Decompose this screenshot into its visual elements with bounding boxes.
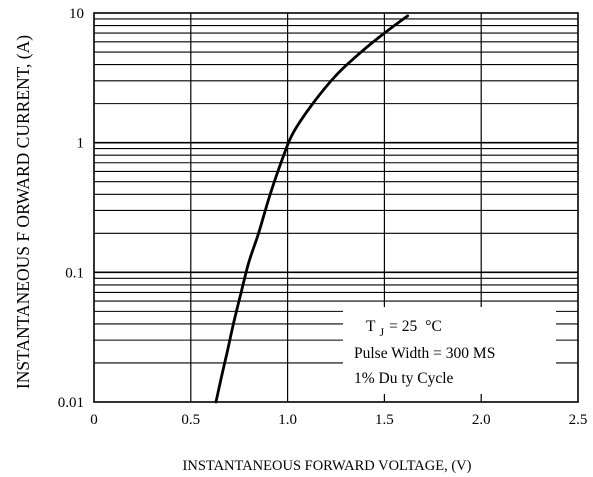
legend-pulse-width: Pulse Width = 300 MS [354,345,495,362]
y-tick-label: 0.01 [58,395,84,411]
y-tick-label: 1 [77,136,85,152]
x-tick-label: 1.5 [375,412,394,428]
series-layer [214,14,410,404]
legend-box [343,307,556,394]
x-axis-label: INSTANTANEOUS FORWARD VOLTAGE, (V) [183,458,472,474]
forward-current-curve [214,14,410,404]
x-tick-label: 2.0 [472,412,491,428]
tick-labels: 0 0.5 1.0 1.5 2.0 2.5 0.01 0.1 1 10 [58,6,588,428]
x-tick-label: 1.0 [278,412,297,428]
legend-duty-cycle: 1% Du ty Cycle [354,370,454,387]
x-tick-label: 0.5 [181,412,200,428]
y-axis-label: INSTANTANEOUS F ORWARD CURRENT, (A) [13,35,33,389]
y-tick-label: 10 [69,6,84,22]
grid [94,13,578,402]
y-tick-label: 0.1 [65,265,84,281]
x-tick-label: 0 [90,412,98,428]
plot-frame [93,12,579,403]
legend-temperature: T J = 25 °C [366,318,442,339]
x-tick-label: 2.5 [569,412,588,428]
legend: T J = 25 °C Pulse Width = 300 MS 1% Du ty Cyc… [343,307,556,394]
